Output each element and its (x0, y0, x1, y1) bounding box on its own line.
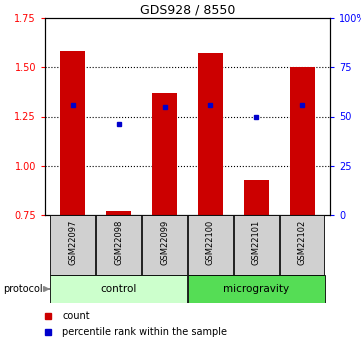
Title: GDS928 / 8550: GDS928 / 8550 (140, 4, 235, 17)
Bar (188, 215, 232, 275)
Bar (152, 93, 177, 215)
Text: percentile rank within the sample: percentile rank within the sample (62, 327, 227, 337)
Bar (142, 215, 187, 275)
Bar (244, 179, 269, 215)
Text: GSM22100: GSM22100 (206, 220, 215, 265)
Text: GSM22101: GSM22101 (252, 220, 261, 265)
Text: count: count (62, 310, 90, 321)
Text: GSM22102: GSM22102 (298, 220, 307, 265)
Text: GSM22098: GSM22098 (114, 220, 123, 265)
Text: protocol: protocol (4, 284, 43, 294)
Text: microgravity: microgravity (223, 284, 290, 294)
Bar (96, 215, 141, 275)
Bar (60, 51, 85, 215)
Bar (188, 275, 325, 303)
Bar (290, 67, 315, 215)
Bar (50, 215, 95, 275)
Text: GSM22097: GSM22097 (68, 220, 77, 265)
Bar (198, 53, 223, 215)
Bar (234, 215, 279, 275)
Bar (106, 211, 131, 215)
Text: control: control (100, 284, 137, 294)
Bar (280, 215, 325, 275)
Text: GSM22099: GSM22099 (160, 220, 169, 265)
Bar (50, 275, 187, 303)
